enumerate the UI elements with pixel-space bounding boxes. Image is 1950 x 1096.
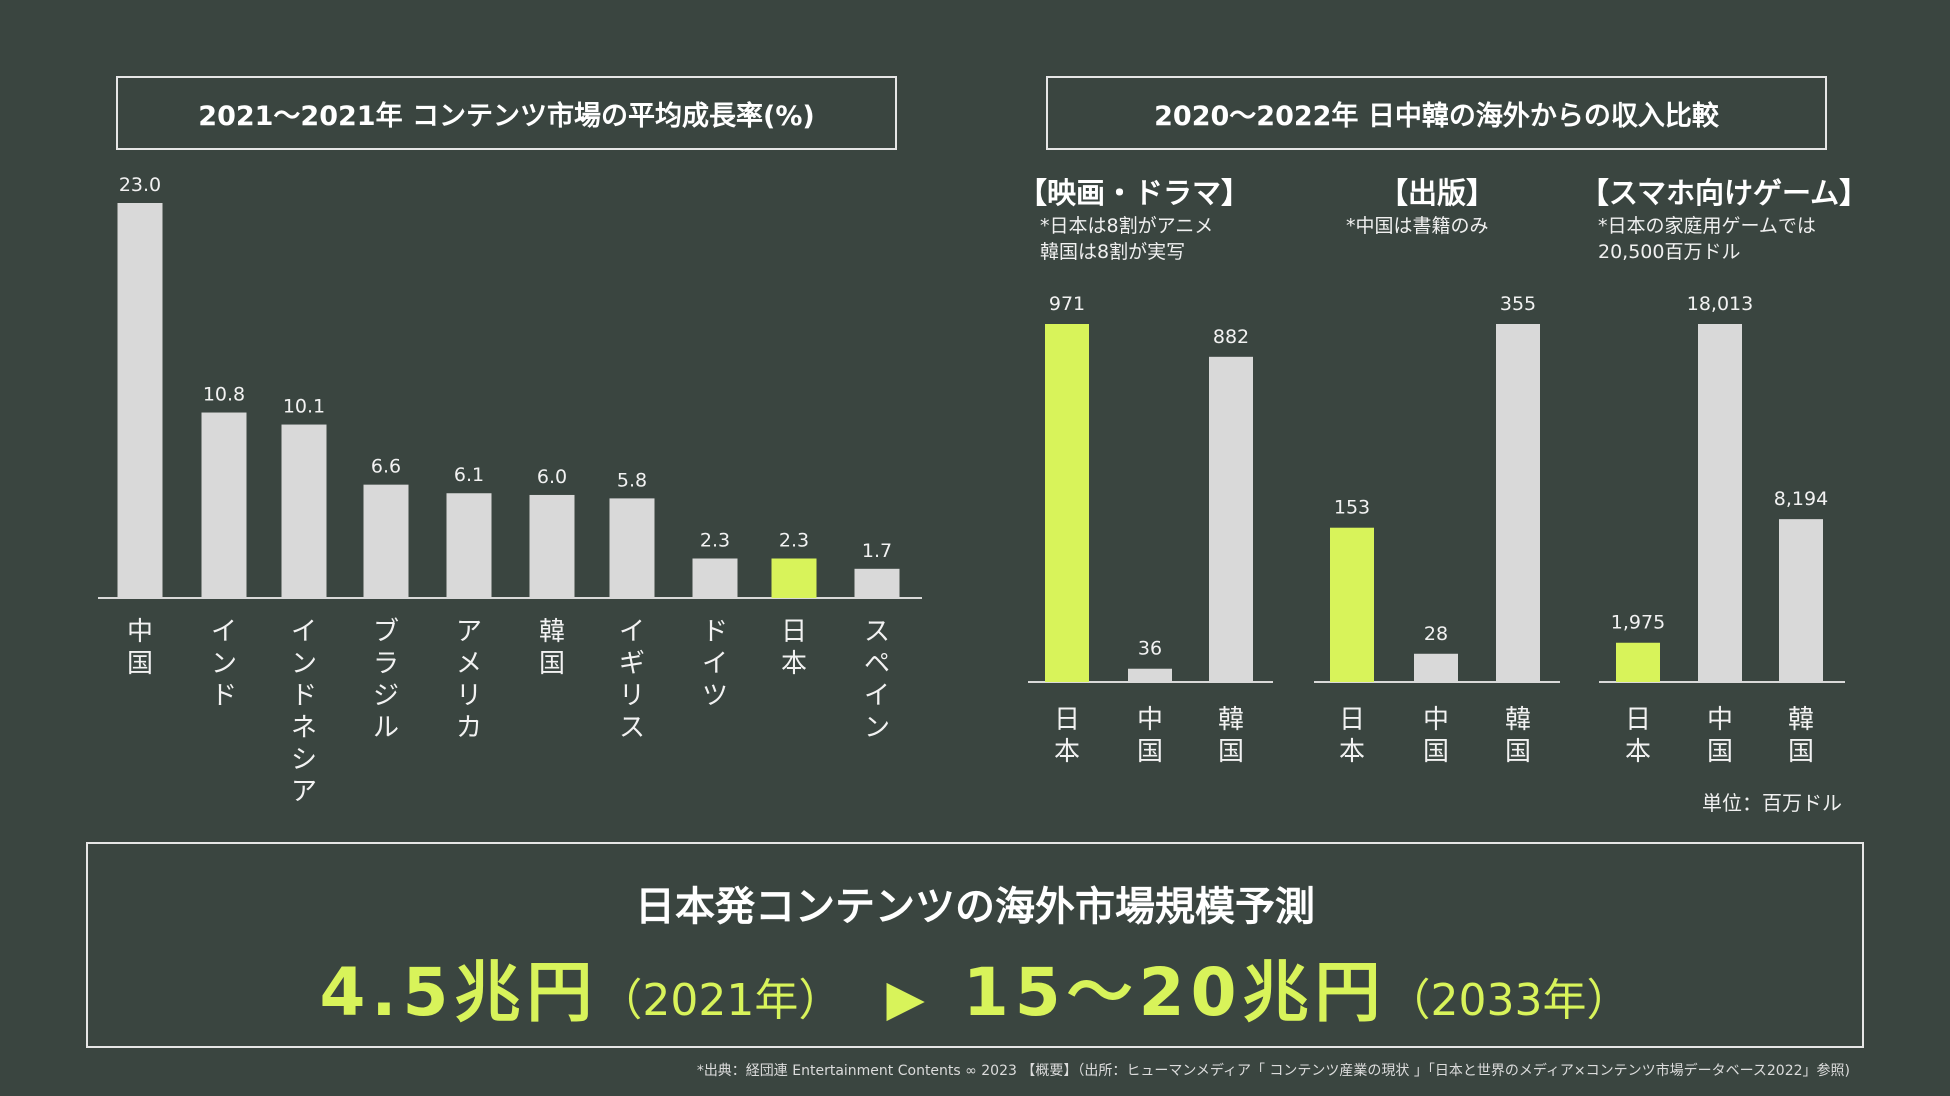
panel-title-publishing: 【出版】	[1378, 176, 1496, 210]
growth-value-label: 10.1	[283, 396, 325, 418]
revenue-bar-1-2	[1496, 324, 1540, 682]
forecast-from-value: 4.5兆円	[319, 954, 599, 1031]
growth-value-label: 10.8	[203, 384, 245, 406]
panel-title-mobile-games: 【スマホ向けゲーム】	[1579, 176, 1869, 210]
revenue-bar-0-1	[1128, 668, 1172, 682]
panel-note-publishing: *中国は書籍のみ	[1346, 213, 1489, 239]
growth-value-label: 1.7	[862, 540, 892, 562]
revenue-value-label: 36	[1138, 638, 1162, 660]
panel-note-film-drama: *日本は8割がアニメ 韓国は8割が実写	[1040, 213, 1213, 265]
note-line: *日本の家庭用ゲームでは	[1598, 215, 1816, 237]
growth-category-label: インドネシア	[291, 617, 317, 807]
forecast-values: 4.5兆円（2021年） ▶ 15〜20兆円（2033年）	[88, 939, 1862, 1035]
revenue-category-label: 韓国	[1788, 705, 1814, 767]
forecast-arrow-icon: ▶	[886, 969, 925, 1027]
growth-category-label: ブラジル	[373, 617, 399, 743]
growth-bar-8	[771, 558, 817, 598]
growth-value-label: 6.6	[371, 456, 401, 478]
growth-value-label: 23.0	[119, 174, 161, 196]
revenue-value-label: 8,194	[1774, 488, 1828, 510]
forecast-to-year: （2033年）	[1386, 975, 1631, 1026]
charts-canvas: 23.0 中国 10.8 インド 10.1 インドネシア 6.6 ブラジル 6.1 アメリカ 6.0…	[98, 174, 1845, 807]
growth-category-label: ドイツ	[702, 617, 728, 711]
revenue-category-label: 日本	[1625, 705, 1651, 767]
revenue-bar-1-1	[1414, 653, 1458, 682]
revenue-category-label: 韓国	[1505, 705, 1531, 767]
growth-value-label: 2.3	[700, 530, 730, 552]
growth-category-label: スペイン	[864, 617, 890, 743]
note-line: 20,500百万ドル	[1598, 241, 1741, 263]
revenue-bar-0-0	[1045, 324, 1089, 682]
revenue-value-label: 153	[1334, 497, 1370, 519]
revenue-category-label: 日本	[1339, 705, 1365, 767]
note-line: *中国は書籍のみ	[1346, 215, 1489, 237]
note-line: *日本は8割がアニメ	[1040, 215, 1214, 237]
revenue-value-label: 28	[1424, 623, 1448, 645]
revenue-value-label: 1,975	[1611, 612, 1665, 634]
revenue-bar-0-2	[1209, 356, 1253, 682]
revenue-value-label: 882	[1213, 326, 1249, 348]
panel-note-mobile-games: *日本の家庭用ゲームでは 20,500百万ドル	[1598, 213, 1816, 265]
growth-chart-title: 2021〜2021年 コンテンツ市場の平均成長率(%)	[116, 76, 897, 150]
forecast-title: 日本発コンテンツの海外市場規模予測	[635, 884, 1315, 930]
revenue-bar-2-1	[1698, 324, 1742, 682]
growth-value-label: 6.0	[537, 466, 567, 488]
growth-bar-0	[117, 203, 163, 598]
revenue-category-label: 中国	[1423, 705, 1449, 767]
revenue-category-label: 中国	[1137, 705, 1163, 767]
panel-title-film-drama: 【映画・ドラマ】	[1017, 176, 1251, 210]
unit-label: 単位：百万ドル	[1702, 791, 1842, 815]
growth-value-label: 2.3	[779, 530, 809, 552]
growth-category-label: 中国	[127, 617, 153, 679]
growth-bar-3	[363, 484, 409, 598]
revenue-bar-2-0	[1616, 642, 1660, 682]
forecast-to-value: 15〜20兆円	[962, 954, 1387, 1031]
growth-bar-9	[854, 568, 900, 598]
revenue-value-label: 355	[1500, 293, 1536, 315]
growth-bar-2	[281, 424, 327, 598]
growth-category-label: アメリカ	[456, 617, 482, 743]
growth-value-label: 5.8	[617, 469, 647, 491]
growth-bar-4	[446, 493, 492, 598]
growth-value-label: 6.1	[454, 464, 484, 486]
note-line: 韓国は8割が実写	[1040, 241, 1186, 263]
revenue-category-label: 韓国	[1218, 705, 1244, 767]
growth-category-label: イギリス	[619, 617, 645, 743]
growth-bar-1	[201, 412, 247, 598]
revenue-bar-2-2	[1779, 519, 1823, 682]
growth-bar-7	[692, 558, 738, 598]
revenue-category-label: 日本	[1054, 705, 1080, 767]
revenue-category-label: 中国	[1707, 705, 1733, 767]
revenue-value-label: 18,013	[1687, 293, 1753, 315]
growth-bar-6	[609, 498, 655, 598]
revenue-bar-1-0	[1330, 527, 1374, 682]
source-note: *出典：経団連 Entertainment Contents ∞ 2023 【概…	[696, 1063, 1850, 1079]
forecast-box: 日本発コンテンツの海外市場規模予測 4.5兆円（2021年） ▶ 15〜20兆円（2…	[86, 842, 1864, 1048]
growth-bar-5	[529, 494, 575, 598]
growth-category-label: 日本	[781, 617, 807, 679]
forecast-from-year: （2021年）	[598, 975, 843, 1026]
revenue-chart-title: 2020〜2022年 日中韓の海外からの収入比較	[1046, 76, 1827, 150]
revenue-value-label: 971	[1049, 293, 1085, 315]
growth-category-label: 韓国	[539, 617, 565, 679]
growth-category-label: インド	[211, 617, 237, 711]
